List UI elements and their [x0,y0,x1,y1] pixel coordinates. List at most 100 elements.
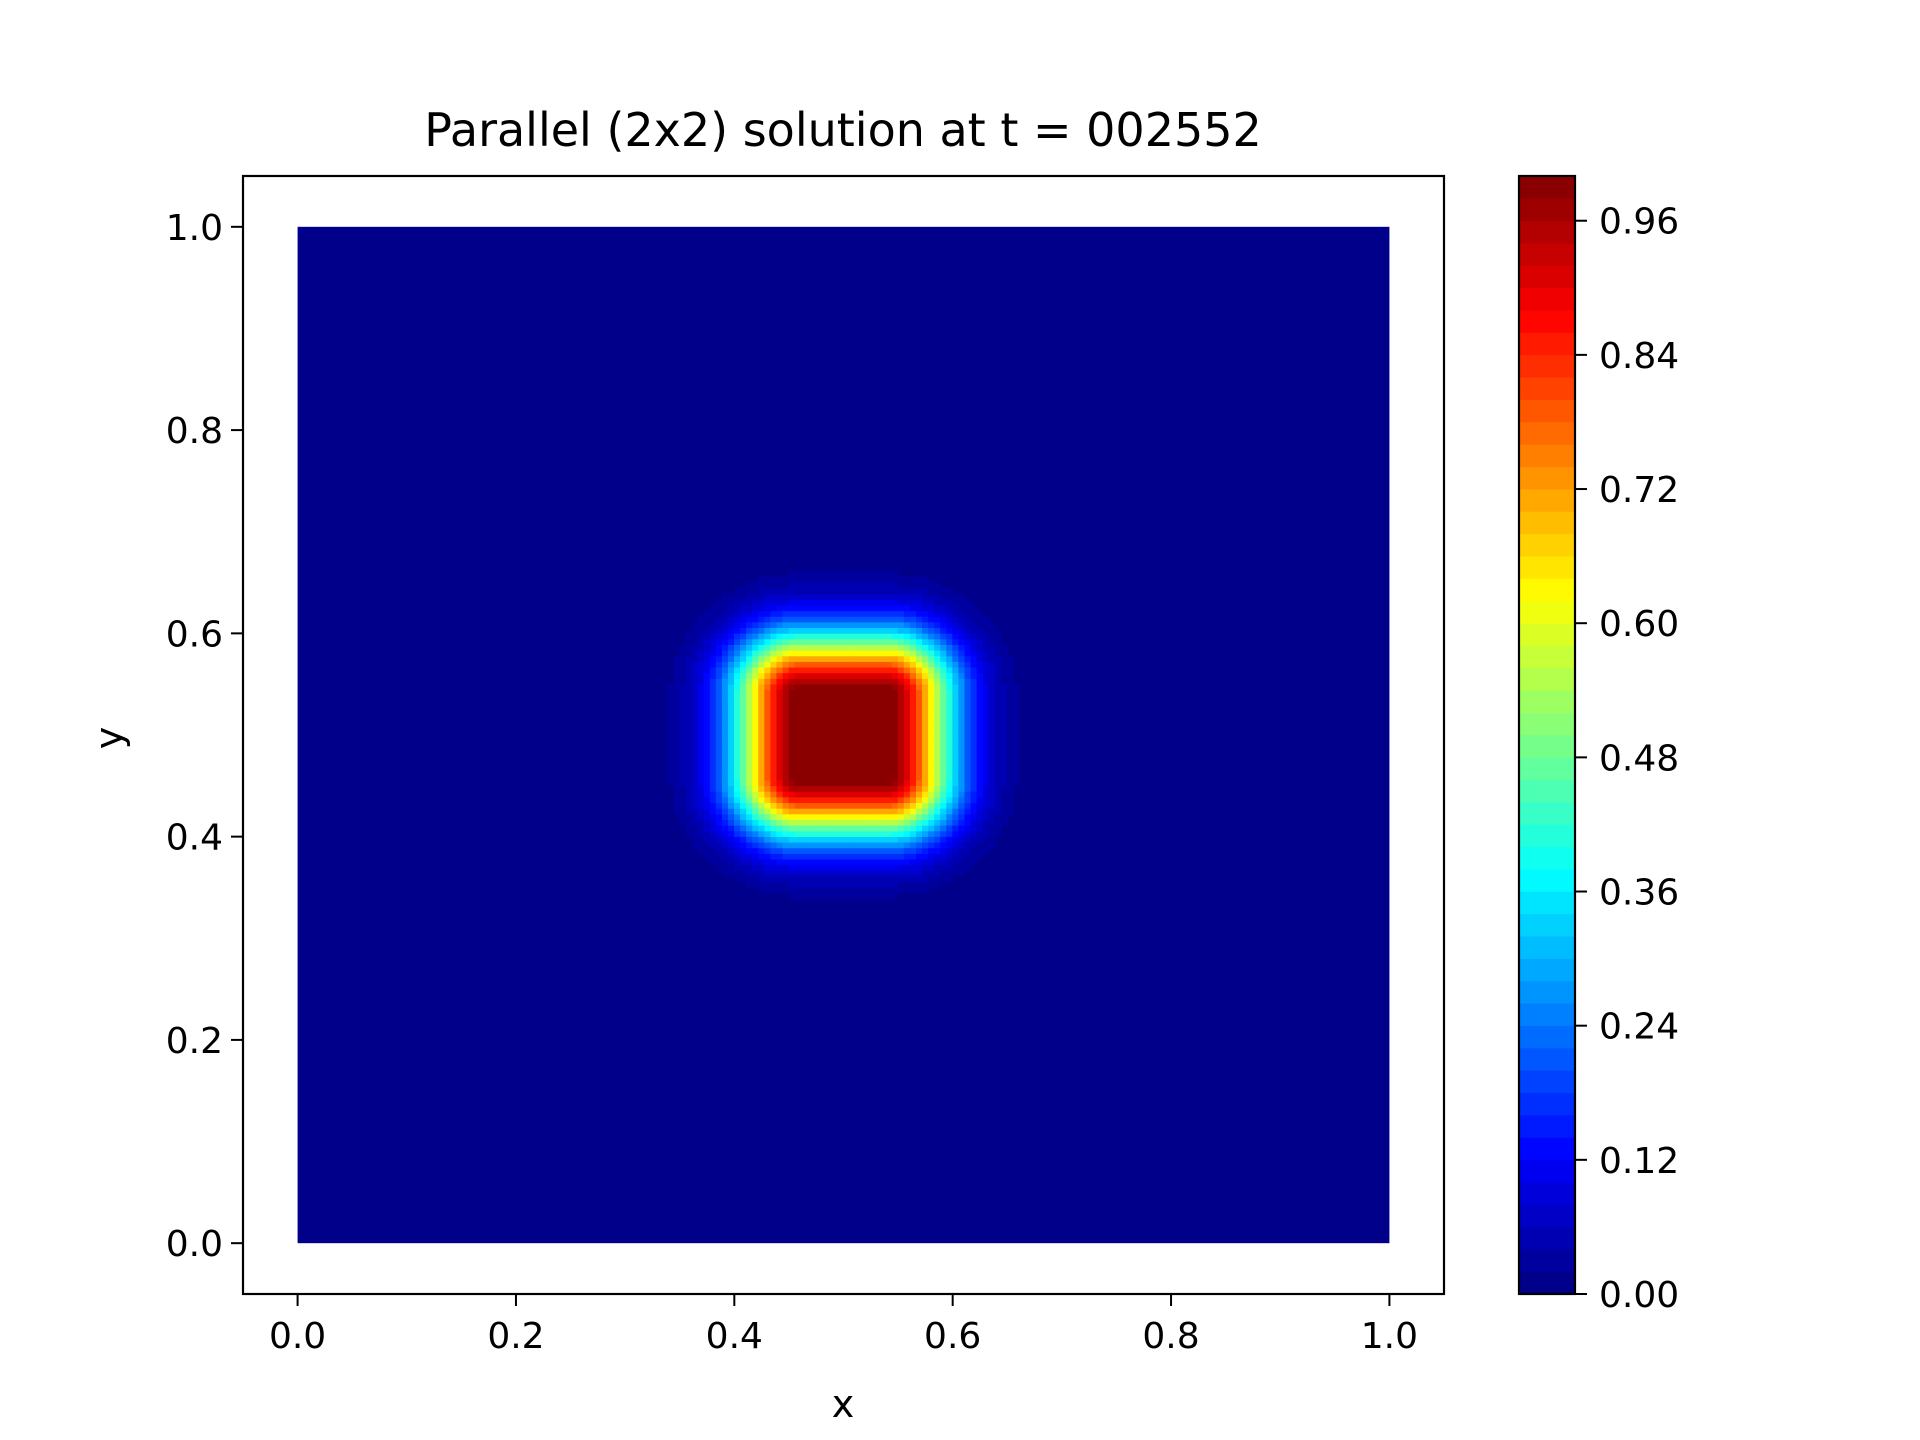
field-cell [861,593,869,600]
field-cell [982,700,990,708]
field-cell [709,672,717,679]
field-cell [964,847,972,854]
field-cell [788,779,796,787]
field-cell [770,887,778,894]
field-cell [691,841,699,849]
field-cell [727,604,735,612]
field-cell [837,819,844,826]
field-cell [873,633,881,640]
field-cell [806,570,814,578]
field-cell [721,808,729,815]
field-cell [861,768,869,775]
field-cell [782,689,790,696]
field-cell [806,729,814,736]
field-cell [970,683,978,691]
field-cell [727,638,735,645]
field-cell [752,655,759,662]
field-cell [861,740,869,747]
field-cell [964,683,972,691]
field-cell [940,768,947,775]
field-cell [800,587,808,595]
field-cell [794,870,802,877]
field-cell [903,864,911,871]
field-cell [788,576,796,583]
field-cell [867,808,875,815]
field-cell [715,825,723,832]
field-cell [788,717,796,725]
field-cell [964,655,972,662]
field-cell [679,757,687,764]
field-cell [806,599,814,606]
field-cell [770,678,778,685]
field-cell [982,717,990,725]
field-cell [740,587,747,595]
field-cell [685,689,693,696]
field-cell [709,841,717,849]
field-cell [764,666,772,674]
field-cell [758,576,765,583]
field-cell [685,740,693,747]
field-cell [727,808,735,815]
field-cell [885,570,893,578]
field-cell [752,723,759,730]
field-cell [788,875,796,883]
field-cell [849,706,856,713]
field-cell [843,723,850,730]
field-cell [891,751,899,758]
field-cell [673,706,681,713]
field-cell [964,785,972,792]
field-cell [940,683,947,691]
field-cell [934,734,941,741]
field-cell [782,604,790,612]
field-cell [800,774,808,781]
field-cell [812,683,820,691]
field-cell [715,847,723,854]
field-cell [770,841,778,849]
field-cell [897,729,905,736]
field-cell [734,593,741,600]
field-cell [782,734,790,741]
field-cell [1006,689,1014,696]
field-cell [825,717,832,725]
field-cell [867,587,875,595]
field-cell [970,644,978,651]
field-cell [831,689,838,696]
field-cell [970,633,978,640]
field-cell [812,627,820,634]
field-cell [770,853,778,860]
field-cell [697,661,705,668]
field-cell [915,853,923,860]
field-cell [897,785,905,792]
field-cell [825,808,832,815]
field-cell [867,796,875,804]
field-cell [1000,779,1008,787]
field-cell [982,706,990,713]
field-cell [934,768,941,775]
field-cell [837,887,844,894]
field-cell [740,751,747,758]
field-cell [891,610,899,617]
field-cell [831,570,838,578]
field-cell [685,666,693,674]
field-cell [873,683,881,691]
field-cell [812,892,820,900]
field-cell [867,717,875,725]
field-cell [964,745,972,753]
field-cell [818,627,826,634]
field-cell [855,621,862,629]
field-cell [879,802,887,809]
field-cell [776,593,784,600]
field-cell [928,791,935,798]
field-cell [970,700,978,708]
field-cell [812,745,820,753]
field-cell [909,689,917,696]
field-cell [964,813,972,820]
field-cell [691,774,699,781]
field-cell [703,717,711,725]
field-cell [788,610,796,617]
field-cell [788,700,796,708]
field-cell [982,785,990,792]
field-cell [964,604,972,612]
field-cell [1000,666,1008,674]
field-cell [703,650,711,657]
